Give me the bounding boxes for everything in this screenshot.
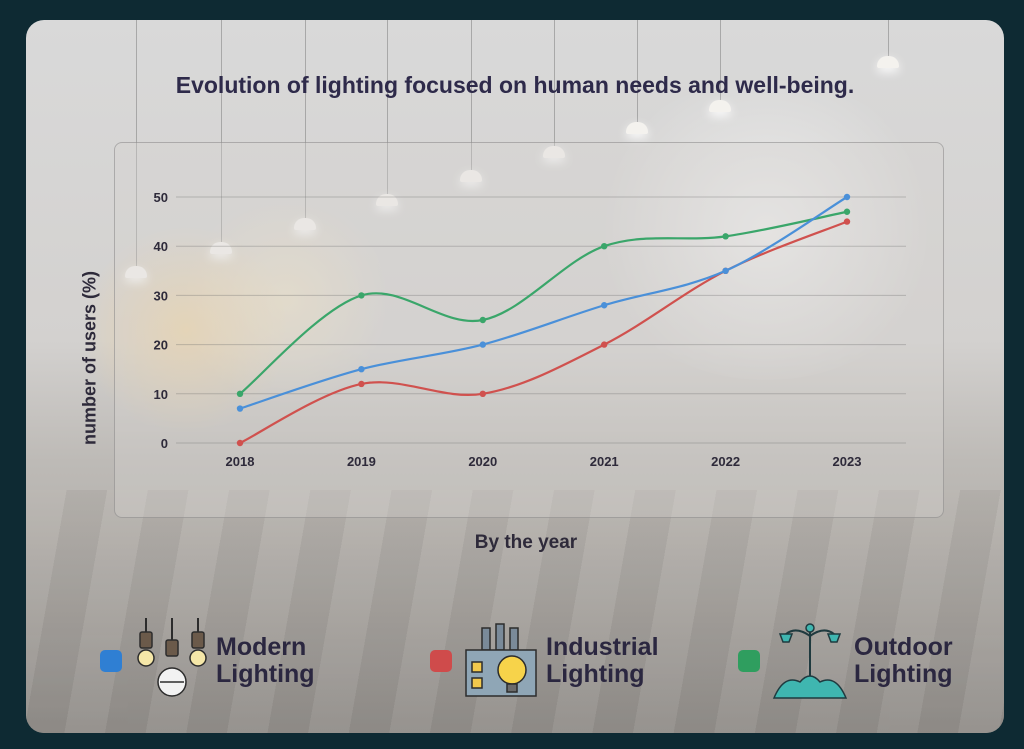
data-point — [358, 292, 365, 299]
legend-label-line1: Industrial — [546, 633, 659, 661]
legend-label-modern: Modern Lighting — [216, 634, 356, 688]
lamp-cord — [136, 20, 137, 268]
data-point — [601, 341, 608, 348]
series-line-modern-lighting — [239, 196, 848, 410]
factory-bulb-icon — [465, 623, 537, 697]
data-point — [236, 439, 244, 447]
y-tick-label: 10 — [154, 387, 168, 402]
ceiling-lamp-icon — [626, 122, 648, 134]
ceiling-lamp-icon — [210, 242, 232, 254]
street-lamp-icon — [772, 623, 848, 699]
legend-label-line2: Lighting — [854, 660, 953, 688]
legend-swatch-modern — [100, 650, 122, 672]
y-tick-label: 0 — [161, 436, 168, 451]
series-line-outdoor-lighting — [239, 210, 848, 395]
legend-item-industrial-lighting[interactable]: Industrial Lighting — [430, 616, 686, 706]
ceiling-lamp-icon — [877, 56, 899, 68]
pendant-lamps-icon — [137, 618, 207, 697]
x-tick-label: 2018 — [226, 454, 255, 469]
legend-swatch-outdoor — [738, 650, 760, 672]
ceiling-lamp-icon — [543, 146, 565, 158]
legend-label-line1: Outdoor — [854, 633, 953, 661]
legend-item-modern-lighting[interactable]: Modern Lighting — [100, 616, 356, 706]
data-point — [479, 316, 486, 324]
x-tick-label: 2022 — [711, 454, 740, 469]
ceiling-lamp-icon — [460, 170, 482, 182]
legend-label-industrial: Industrial Lighting — [546, 634, 686, 688]
lamp-cord — [305, 20, 306, 218]
data-point — [358, 366, 365, 373]
ceiling-lamp-icon — [709, 100, 731, 112]
background-light-glow — [186, 190, 386, 410]
ceiling-lamp-icon — [294, 218, 316, 230]
data-point — [843, 218, 851, 225]
lamp-cord — [720, 20, 721, 100]
lamp-cord — [387, 20, 388, 194]
data-point — [843, 208, 851, 215]
data-point — [722, 233, 729, 240]
data-point — [479, 341, 486, 348]
chart-title: Evolution of lighting focused on human n… — [175, 72, 855, 98]
data-point — [358, 380, 365, 388]
chart-card: Evolution of lighting focused on human n… — [26, 20, 1004, 733]
x-tick-label: 2021 — [590, 454, 619, 469]
lamp-cord — [471, 20, 472, 170]
ceiling-lamp-icon — [125, 266, 147, 278]
lamp-cord — [221, 20, 222, 242]
y-tick-label: 50 — [154, 190, 168, 205]
data-point — [601, 302, 608, 309]
legend-swatch-industrial — [430, 650, 452, 672]
data-point — [843, 193, 851, 201]
line-chart: 0 10 20 30 40 50 2018 2019 2020 2021 2022 2023 — [154, 190, 906, 469]
lamp-cord — [637, 20, 638, 122]
legend-label-line1: Modern — [216, 633, 307, 661]
y-tick-label: 30 — [154, 288, 168, 303]
legend-item-outdoor-lighting[interactable]: Outdoor Lighting — [738, 616, 994, 706]
ceiling-lamp-icon — [376, 194, 398, 206]
x-tick-label: 2023 — [833, 454, 862, 469]
x-axis-label: By the year — [474, 532, 578, 553]
data-point — [479, 390, 486, 397]
x-tick-label: 2020 — [468, 454, 497, 469]
legend-label-line2: Lighting — [216, 660, 315, 688]
data-point — [236, 405, 244, 412]
legend-label-line2: Lighting — [546, 660, 645, 688]
lamp-cord — [554, 20, 555, 146]
x-tick-label: 2019 — [347, 454, 376, 469]
legend-label-outdoor: Outdoor Lighting — [854, 634, 994, 688]
data-point — [722, 267, 729, 274]
data-point — [236, 390, 244, 397]
data-point — [601, 243, 608, 250]
y-tick-label: 40 — [154, 239, 168, 254]
lamp-cord — [888, 20, 889, 56]
y-tick-label: 20 — [154, 338, 168, 353]
